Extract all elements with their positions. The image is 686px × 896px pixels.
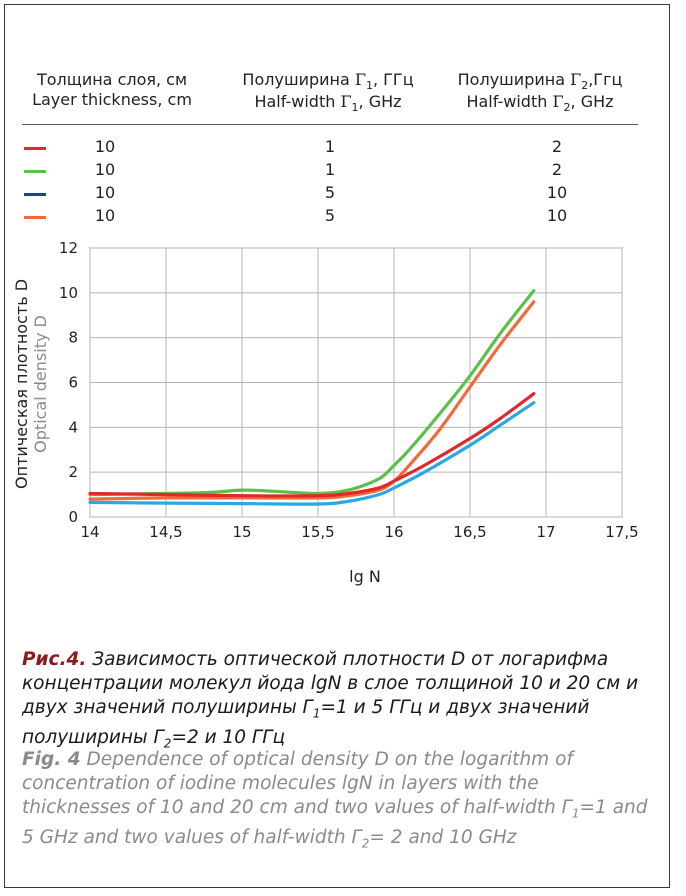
- legend-swatch: [24, 216, 46, 219]
- header-col3-en: Half-width Γ2, GHz: [466, 92, 614, 114]
- header-col1-en: Layer thickness, cm: [32, 90, 192, 109]
- legend-swatch: [24, 170, 46, 173]
- legend-thickness: 10: [94, 137, 116, 156]
- header-col1-ru: Толщина слоя, см: [36, 70, 188, 89]
- legend-g1: 5: [324, 183, 336, 202]
- legend-g2: 10: [546, 183, 568, 202]
- y-tick-label: 4: [68, 418, 78, 436]
- x-tick-label: 17,5: [605, 523, 638, 541]
- chart-grid: [89, 247, 623, 518]
- y-tick-label: 10: [59, 284, 78, 302]
- legend-row: 10 1 2: [20, 160, 640, 182]
- legend-g2: 2: [551, 160, 563, 179]
- caption-ru: Рис.4. Зависимость оптической плотности …: [22, 649, 639, 751]
- series-line: [88, 401, 536, 506]
- y-tick-label: 0: [68, 508, 78, 526]
- y-tick-label: 8: [68, 329, 78, 347]
- legend-g1: 1: [324, 137, 336, 156]
- legend-row: 10 5 10: [20, 206, 640, 228]
- x-tick-label: 15,5: [301, 523, 334, 541]
- header-col2-ru: Полуширина Γ1, ГГц: [242, 70, 414, 92]
- x-tick-label: 15: [232, 523, 251, 541]
- header-divider: [22, 124, 638, 125]
- chart-lines: [88, 289, 536, 506]
- y-axis-label-en: Optical density D: [31, 315, 50, 453]
- x-tick-label: 14: [80, 523, 99, 541]
- caption-en-label: Fig. 4: [22, 749, 81, 770]
- legend-swatch: [24, 193, 46, 196]
- header-col2: Полуширина Γ1, ГГц Half-width Γ1, GHz: [228, 70, 428, 114]
- legend-g1: 5: [324, 206, 336, 225]
- figure-frame: [4, 4, 670, 888]
- legend-g1: 1: [324, 160, 336, 179]
- y-tick-label: 6: [68, 374, 78, 392]
- header-col2-en: Half-width Γ1, GHz: [254, 92, 402, 114]
- series-line: [88, 300, 536, 501]
- caption-en: Fig. 4 Dependence of optical density D o…: [22, 749, 648, 851]
- caption-ru-label: Рис.4.: [22, 649, 87, 670]
- x-tick-label: 16,5: [453, 523, 486, 541]
- chart: 14 14,5 15 15,5 16 16,5 17 17,5 0 2 4 6 8 10 12 lg N О…: [12, 239, 639, 586]
- legend-thickness: 10: [94, 206, 116, 225]
- y-tick-label: 12: [59, 239, 78, 257]
- x-tick-label: 14,5: [149, 523, 182, 541]
- legend-g2: 10: [546, 206, 568, 225]
- y-tick-label: 2: [68, 463, 78, 481]
- legend-row: 10 5 10: [20, 183, 640, 205]
- legend-swatch: [24, 147, 46, 150]
- header-col3-ru: Полуширина Γ2,Ггц: [457, 70, 623, 92]
- legend-g2: 2: [551, 137, 563, 156]
- x-tick-label: 16: [384, 523, 403, 541]
- header-col1: Толщина слоя, см Layer thickness, cm: [22, 70, 202, 110]
- legend-row: 10 1 2: [20, 137, 640, 159]
- legend-thickness: 10: [94, 160, 116, 179]
- chart-ticks: 14 14,5 15 15,5 16 16,5 17 17,5 0 2 4 6 8 10 12: [59, 239, 639, 541]
- header-col3: Полуширина Γ2,Ггц Half-width Γ2, GHz: [440, 70, 640, 114]
- x-axis-label: lg N: [349, 567, 381, 586]
- x-tick-label: 17: [536, 523, 555, 541]
- legend-thickness: 10: [94, 183, 116, 202]
- series-line: [88, 392, 536, 498]
- y-axis-label-ru: Оптическая плотность D: [12, 279, 31, 489]
- series-line: [88, 289, 536, 497]
